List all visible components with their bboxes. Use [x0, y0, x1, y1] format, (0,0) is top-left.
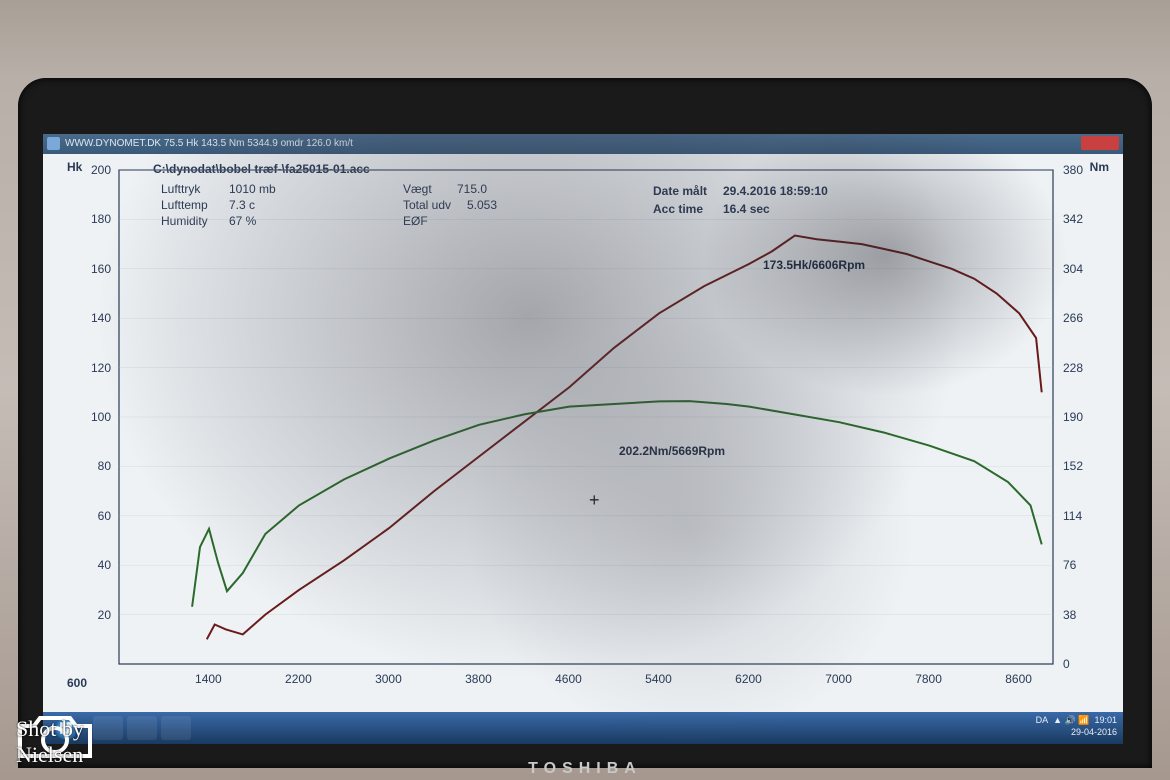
tray-lang: DA: [1036, 715, 1049, 725]
x-origin-label: 600: [67, 676, 87, 690]
hk-peak-label: 173.5Hk/6606Rpm: [763, 258, 865, 272]
window-titlebar: WWW.DYNOMET.DK 75.5 Hk 143.5 Nm 5344.9 o…: [43, 134, 1123, 154]
photo-watermark: Shot by Nielsen: [10, 704, 100, 770]
chart-area: C:\dynodat\bobel træf-\fa25015-01.acc Lu…: [43, 154, 1123, 712]
watermark-text: Shot by Nielsen: [16, 716, 100, 768]
dyno-chart: [43, 154, 1123, 712]
system-tray[interactable]: DA ▲ 🔊 📶 19:01 29-04-2016: [1036, 714, 1117, 738]
tray-time: 19:01: [1094, 715, 1117, 725]
taskbar-pin-explorer[interactable]: [127, 716, 157, 740]
tray-date: 29-04-2016: [1071, 727, 1117, 737]
app-icon: [47, 137, 60, 150]
laptop-brand: TOSHIBA: [528, 760, 642, 778]
screen: WWW.DYNOMET.DK 75.5 Hk 143.5 Nm 5344.9 o…: [43, 134, 1123, 744]
nm-peak-label: 202.2Nm/5669Rpm: [619, 444, 725, 458]
close-icon[interactable]: [1081, 136, 1119, 150]
taskbar-pin-app[interactable]: [161, 716, 191, 740]
taskbar[interactable]: DA ▲ 🔊 📶 19:01 29-04-2016: [43, 712, 1123, 744]
window-title: WWW.DYNOMET.DK 75.5 Hk 143.5 Nm 5344.9 o…: [65, 138, 353, 149]
cursor-cross-icon: +: [589, 490, 600, 511]
